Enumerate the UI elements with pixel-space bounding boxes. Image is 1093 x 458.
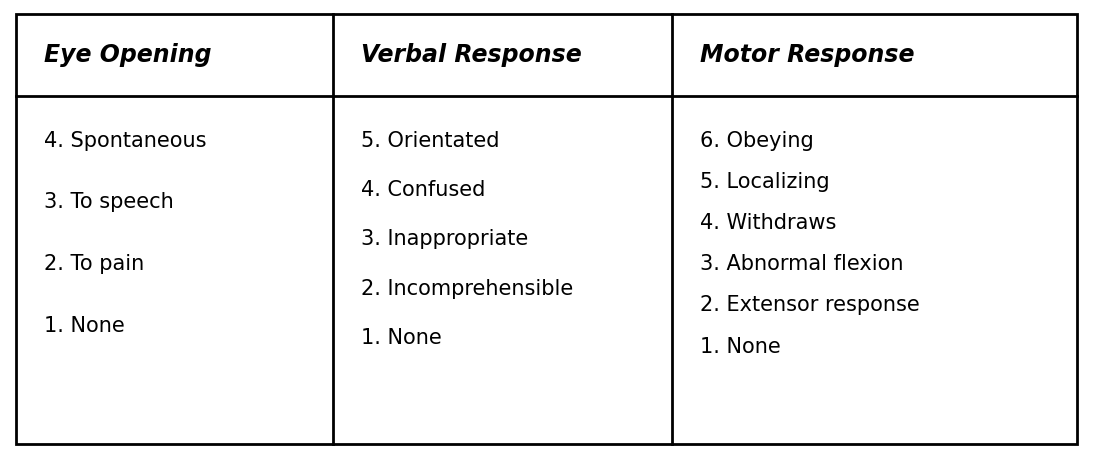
Text: 4. Confused: 4. Confused	[361, 180, 485, 200]
Text: 2. To pain: 2. To pain	[44, 254, 144, 274]
Text: Eye Opening: Eye Opening	[44, 43, 211, 67]
Text: Verbal Response: Verbal Response	[361, 43, 581, 67]
Text: 1. None: 1. None	[44, 316, 125, 336]
Text: 4. Spontaneous: 4. Spontaneous	[44, 131, 207, 151]
Text: 2. Extensor response: 2. Extensor response	[700, 295, 919, 316]
Text: 3. Inappropriate: 3. Inappropriate	[361, 229, 528, 250]
Text: 1. None: 1. None	[361, 328, 442, 349]
Text: 6. Obeying: 6. Obeying	[700, 131, 813, 151]
Text: 3. To speech: 3. To speech	[44, 192, 174, 213]
Text: 2. Incomprehensible: 2. Incomprehensible	[361, 279, 573, 299]
Text: Motor Response: Motor Response	[700, 43, 914, 67]
Text: 5. Orientated: 5. Orientated	[361, 131, 500, 151]
Text: 4. Withdraws: 4. Withdraws	[700, 213, 836, 233]
Text: 1. None: 1. None	[700, 337, 780, 357]
Text: 3. Abnormal flexion: 3. Abnormal flexion	[700, 254, 903, 274]
Text: 5. Localizing: 5. Localizing	[700, 172, 830, 192]
